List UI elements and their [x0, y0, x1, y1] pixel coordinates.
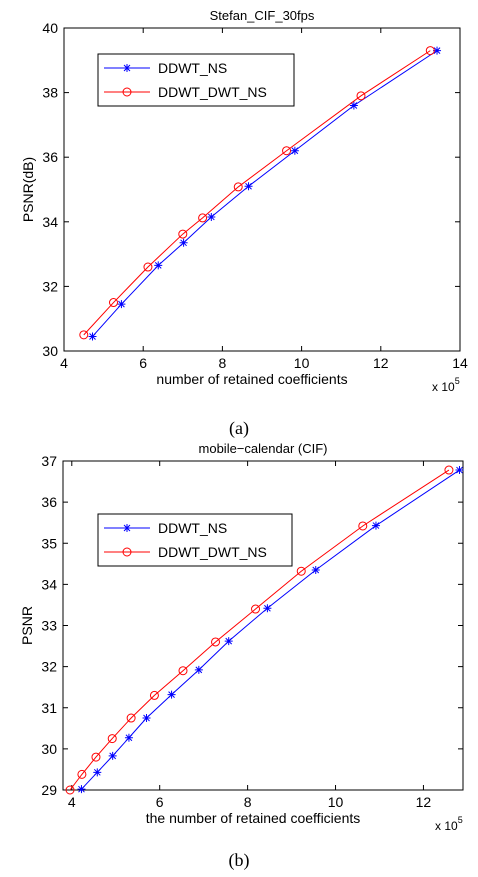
x-multiplier-base: x 10 [435, 819, 458, 833]
data-point-ddwt_ns [77, 785, 86, 794]
y-tick-label: 31 [41, 700, 57, 716]
series-line-ddwt_dwt_ns [83, 50, 431, 336]
y-tick-label: 36 [41, 494, 57, 510]
x-tick-label: 6 [139, 355, 147, 371]
y-tick-label: 40 [42, 20, 58, 36]
x-tick-label: 8 [219, 355, 227, 371]
data-point-ddwt_dwt_ns [282, 146, 292, 156]
x-tick-label: 4 [68, 794, 76, 810]
y-axis-label: PSNR(dB) [20, 157, 36, 222]
data-point-ddwt_dwt_ns [126, 713, 136, 723]
y-tick-label: 32 [41, 659, 57, 675]
y-tick-label: 34 [41, 576, 57, 592]
x-tick-label: 4 [60, 355, 68, 371]
data-point-ddwt_ns [108, 751, 117, 760]
legend-box [97, 53, 295, 107]
data-point-ddwt_dwt_ns [444, 465, 454, 475]
data-point-ddwt_ns [88, 332, 97, 341]
data-point-ddwt_dwt_ns [107, 734, 117, 744]
x-multiplier-base: x 10 [432, 380, 455, 394]
legend-marker-ddwt_dwt_ns [122, 87, 132, 97]
x-axis-label: the number of retained coefficients [146, 810, 361, 826]
data-point-ddwt_ns [263, 604, 272, 613]
data-point-ddwt_ns [117, 300, 126, 309]
legend-marker-ddwt_dwt_ns [122, 547, 132, 557]
x-axis-label: number of retained coefficients [156, 371, 347, 387]
x-tick-label: 10 [294, 355, 310, 371]
data-point-ddwt_dwt_ns [198, 213, 208, 223]
data-point-ddwt_dwt_ns [91, 752, 101, 762]
chart-title: Stefan_CIF_30fps [210, 8, 315, 23]
data-point-ddwt_dwt_ns [77, 769, 87, 779]
y-axis-label: PSNR [19, 606, 35, 645]
y-tick-label: 30 [41, 741, 57, 757]
y-tick-label: 36 [42, 149, 58, 165]
x-multiplier-exponent: 5 [455, 376, 460, 386]
data-point-ddwt_ns [124, 733, 133, 742]
y-tick-label: 33 [41, 618, 57, 634]
data-point-ddwt_ns [349, 101, 358, 110]
x-multiplier-exponent: 5 [458, 815, 463, 825]
data-point-ddwt_dwt_ns [79, 330, 89, 340]
y-tick-label: 37 [41, 453, 57, 469]
data-point-ddwt_ns [194, 665, 203, 674]
data-point-ddwt_ns [142, 714, 151, 723]
data-point-ddwt_ns [290, 146, 299, 155]
x-tick-label: 6 [156, 794, 164, 810]
data-point-ddwt_dwt_ns [296, 566, 306, 576]
data-point-ddwt_ns [244, 182, 253, 191]
panel-caption-b: (b) [229, 850, 250, 871]
y-tick-label: 30 [42, 343, 58, 359]
data-point-ddwt_dwt_ns [149, 690, 159, 700]
data-point-ddwt_dwt_ns [251, 604, 261, 614]
y-tick-label: 32 [42, 278, 58, 294]
y-tick-label: 35 [41, 535, 57, 551]
y-tick-label: 34 [42, 214, 58, 230]
data-point-ddwt_ns [371, 521, 380, 530]
data-point-ddwt_dwt_ns [233, 182, 243, 192]
legend-label: DDWT_DWT_NS [158, 544, 267, 560]
data-point-ddwt_dwt_ns [178, 229, 188, 239]
data-point-ddwt_ns [311, 565, 320, 574]
x-tick-label: 14 [452, 355, 468, 371]
data-point-ddwt_dwt_ns [65, 785, 75, 795]
x-tick-label: 8 [244, 794, 252, 810]
data-point-ddwt_dwt_ns [356, 91, 366, 101]
data-point-ddwt_ns [167, 690, 176, 699]
panel-caption-a: (a) [229, 418, 249, 439]
data-point-ddwt_ns [455, 466, 464, 475]
legend-marker-ddwt_ns [123, 64, 131, 72]
data-point-ddwt_dwt_ns [109, 298, 118, 308]
legend-label: DDWT_DWT_NS [158, 84, 267, 100]
legend-marker-ddwt_ns [123, 524, 131, 532]
data-point-ddwt_ns [93, 768, 102, 777]
data-point-ddwt_dwt_ns [211, 637, 221, 647]
plot-area [62, 460, 464, 791]
x-tick-label: 10 [328, 794, 344, 810]
data-point-ddwt_ns [207, 212, 216, 221]
data-point-ddwt_dwt_ns [358, 521, 368, 531]
data-point-ddwt_ns [433, 46, 442, 55]
y-tick-label: 38 [42, 85, 58, 101]
data-point-ddwt_dwt_ns [143, 262, 153, 272]
data-point-ddwt_ns [179, 238, 188, 247]
chart-panel-a: Stefan_CIF_30fps 4 6 8 10 12 14 30 32 34 36 38 40 num… [20, 8, 468, 394]
data-point-ddwt_dwt_ns [178, 666, 188, 676]
legend-label: DDWT_NS [158, 60, 227, 76]
data-point-ddwt_ns [154, 261, 163, 270]
chart-title: mobile−calendar (CIF) [199, 441, 328, 456]
chart-panel-b: mobile−calendar (CIF) 4 6 8 10 12 29 30 31 32 33 34… [19, 441, 464, 833]
data-point-ddwt_ns [224, 637, 233, 646]
x-tick-label: 12 [373, 355, 389, 371]
x-multiplier-label: x 105 [435, 815, 463, 833]
x-tick-label: 12 [416, 794, 432, 810]
y-tick-label: 29 [41, 782, 57, 798]
legend-box [97, 513, 293, 567]
x-multiplier-label: x 105 [432, 376, 460, 394]
legend-label: DDWT_NS [158, 520, 227, 536]
data-point-ddwt_dwt_ns [425, 46, 435, 56]
